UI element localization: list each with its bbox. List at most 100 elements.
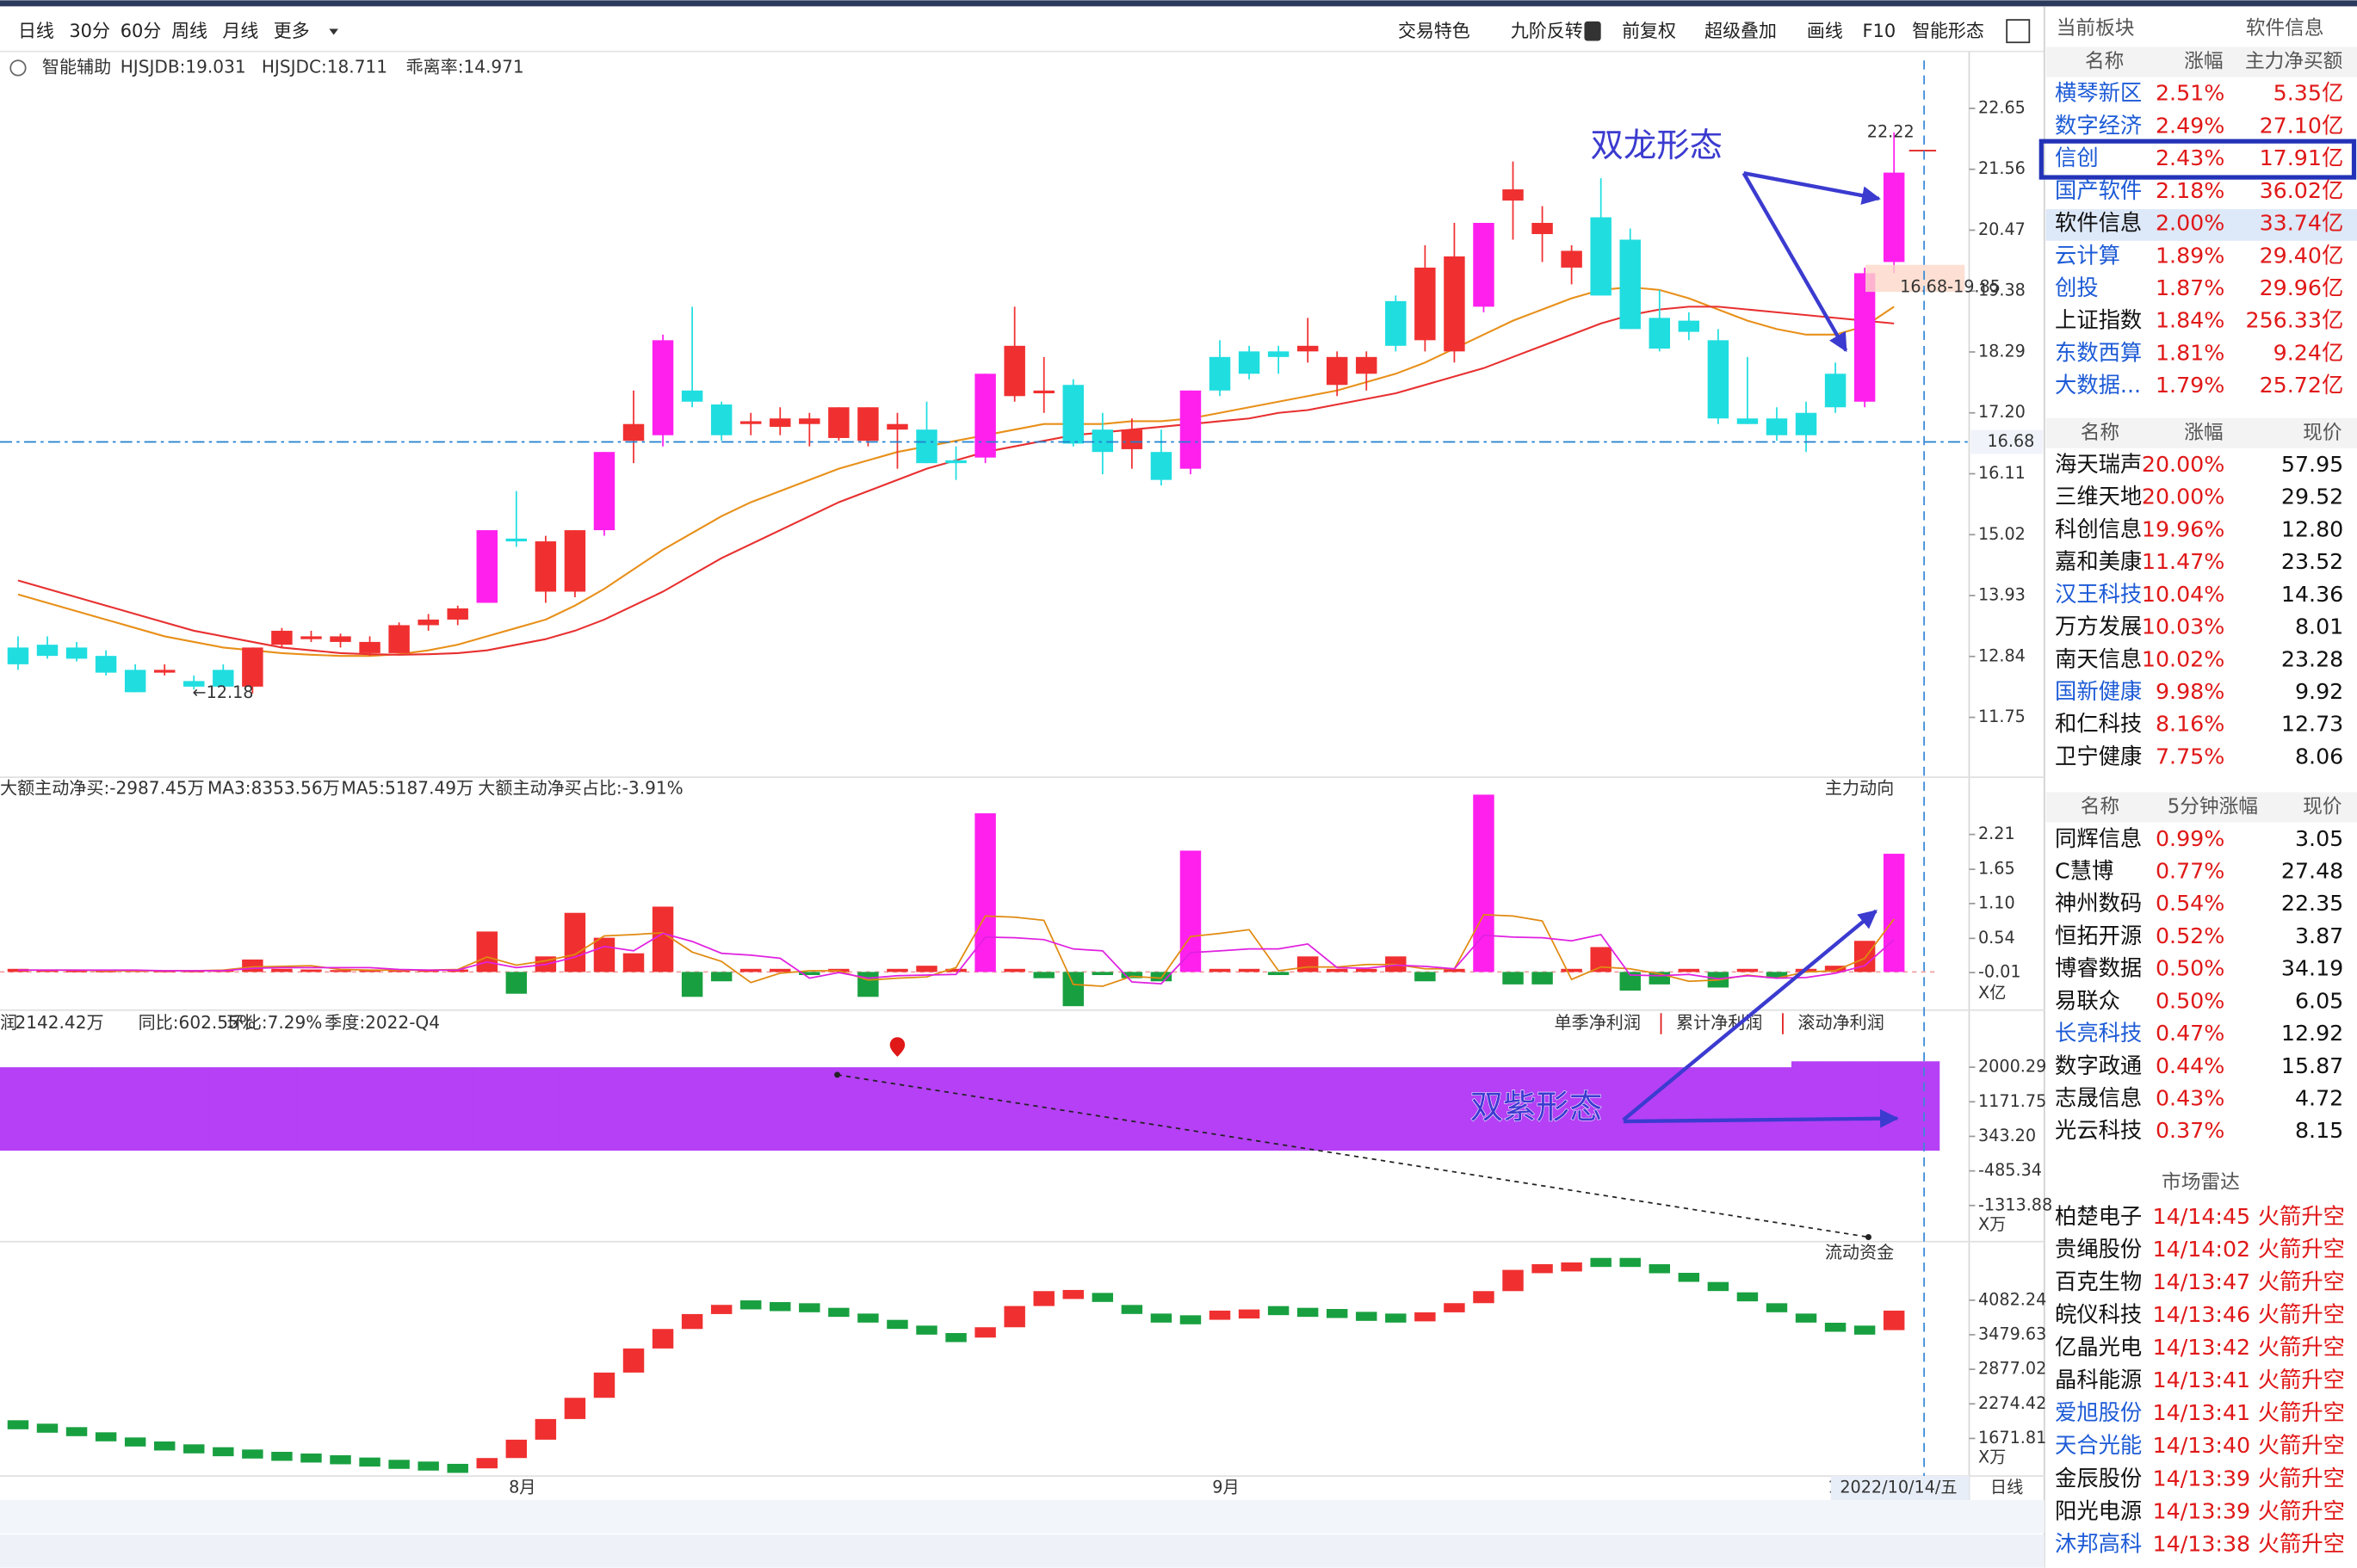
stock-name[interactable]: C慧博 — [2055, 859, 2113, 884]
liquidity-block — [1561, 1262, 1582, 1272]
stock-name[interactable]: 长亮科技 — [2055, 1021, 2142, 1046]
profit-bar — [384, 1067, 415, 1151]
candle-body — [1619, 239, 1641, 330]
panel-toggle[interactable] — [2006, 19, 2031, 44]
tool-button[interactable]: 九阶反转 — [1511, 21, 1583, 41]
liquidity-block — [1150, 1313, 1172, 1323]
tool-button[interactable]: 超级叠加 — [1704, 21, 1777, 41]
stock-name[interactable]: 南天信息 — [2055, 646, 2142, 671]
stock-name[interactable]: 百克生物 — [2055, 1269, 2142, 1294]
stock-name[interactable]: 国产软件 — [2055, 178, 2142, 203]
stock-name[interactable]: 大数据... — [2055, 373, 2141, 398]
stock-name[interactable]: 皖仪科技 — [2055, 1302, 2142, 1327]
stock-name[interactable]: 和仁科技 — [2055, 712, 2142, 737]
candle-body — [828, 407, 850, 438]
profit-bar — [1791, 1061, 1822, 1151]
stock-name[interactable]: 光云科技 — [2055, 1118, 2142, 1143]
stock-name[interactable]: 汉王科技 — [2055, 582, 2142, 607]
stock-name[interactable]: 贵绳股份 — [2055, 1237, 2142, 1262]
stock-name[interactable]: 神州数码 — [2055, 891, 2142, 916]
stock-name[interactable]: 软件信息 — [2055, 211, 2142, 236]
stock-name[interactable]: 天合光能 — [2055, 1433, 2142, 1458]
liquidity-block — [1473, 1291, 1494, 1304]
profit-bar — [1087, 1067, 1118, 1151]
stock-name[interactable]: 嘉和美康 — [2055, 549, 2142, 574]
period-tab[interactable]: 月线 — [222, 21, 258, 41]
stock-name[interactable]: 卫宁健康 — [2055, 744, 2142, 769]
selected-row — [2038, 139, 2357, 180]
report-marker — [889, 1037, 906, 1057]
stock-name[interactable]: 东数西算 — [2055, 340, 2142, 365]
flow-bar — [271, 968, 293, 972]
liquidity-block — [1619, 1257, 1641, 1268]
tool-button[interactable]: 智能形态 — [1912, 21, 1984, 41]
period-tab[interactable]: 日线 — [18, 21, 54, 41]
stock-name[interactable]: 创投 — [2055, 275, 2099, 300]
stock-name[interactable]: 同辉信息 — [2055, 826, 2142, 851]
stock-name[interactable]: 数字政通 — [2055, 1053, 2142, 1078]
profit-tab[interactable]: 单季净利润 — [1555, 1012, 1641, 1033]
stock-name[interactable]: 海天瑞声 — [2055, 452, 2142, 477]
period-tab[interactable]: 30分 — [69, 21, 110, 41]
stock-name[interactable]: 柏楚电子 — [2055, 1204, 2142, 1229]
stock-name[interactable]: 恒拓开源 — [2055, 923, 2142, 948]
y-tick-label: 1.65 — [1978, 859, 2015, 879]
liquidity-block — [124, 1437, 146, 1447]
tool-button[interactable]: 画线 — [1807, 21, 1843, 41]
stock-name[interactable]: 爱旭股份 — [2055, 1400, 2142, 1425]
stock-name[interactable]: 数字经济 — [2055, 113, 2142, 138]
liquidity-block — [1326, 1309, 1348, 1318]
liquidity-block — [1385, 1313, 1407, 1323]
profit-bar — [1850, 1061, 1880, 1151]
change: 8.16% — [2156, 712, 2224, 737]
candle-body — [1121, 429, 1143, 449]
collapse-icon[interactable] — [9, 59, 27, 77]
liquidity-block — [447, 1463, 468, 1473]
value: 8.15 — [2295, 1118, 2343, 1143]
tool-button[interactable]: 交易特色 — [1398, 21, 1470, 41]
table-header-bg — [2045, 417, 2357, 448]
period-tab[interactable]: 更多 — [274, 21, 310, 41]
stock-name[interactable]: 阳光电源 — [2055, 1498, 2142, 1523]
stock-name[interactable]: 横琴新区 — [2055, 81, 2142, 106]
profit-bar — [824, 1067, 855, 1151]
stock-name[interactable]: 三维天地 — [2055, 485, 2142, 509]
indicator-value: HJSJDB:19.031 — [121, 56, 246, 77]
profit-tab[interactable]: 滚动净利润 — [1797, 1012, 1884, 1033]
tool-button[interactable]: F10 — [1863, 21, 1896, 41]
flow-bar — [739, 968, 762, 972]
stock-name[interactable]: 易联众 — [2055, 988, 2120, 1013]
tool-button[interactable]: 前复权 — [1622, 21, 1676, 41]
stock-name[interactable]: 金辰股份 — [2055, 1466, 2142, 1491]
profit-bar — [736, 1067, 766, 1151]
period-tab[interactable]: 60分 — [121, 21, 162, 41]
flow-bar — [974, 813, 996, 972]
stock-name[interactable]: 晶科能源 — [2055, 1367, 2142, 1392]
profit-bar — [1175, 1067, 1206, 1151]
liquidity-block — [535, 1418, 557, 1440]
profit-bar — [560, 1067, 591, 1151]
stock-name[interactable]: 信创 — [2055, 145, 2099, 170]
liquidity-block — [1121, 1305, 1143, 1314]
stock-name[interactable]: 国新健康 — [2055, 679, 2142, 704]
cursor-date: 2022/10/14/五 — [1840, 1478, 1957, 1497]
stock-name[interactable]: 云计算 — [2055, 243, 2120, 268]
stock-name[interactable]: 万方发展 — [2055, 614, 2142, 639]
value: 27.48 — [2281, 859, 2343, 884]
stock-name[interactable]: 沐邦高科 — [2055, 1531, 2142, 1556]
value: 12.80 — [2281, 516, 2343, 541]
stock-name[interactable]: 科创信息 — [2055, 516, 2142, 541]
period-tab[interactable]: 周线 — [171, 21, 207, 41]
stock-name[interactable]: 上证指数 — [2055, 308, 2142, 333]
signal-time: 14/13:46 — [2153, 1302, 2251, 1327]
signal-time: 14/13:39 — [2153, 1498, 2251, 1523]
liquidity-block — [1414, 1312, 1436, 1322]
sector-tab[interactable]: 软件信息 — [2246, 17, 2324, 40]
stock-name[interactable]: 志晟信息 — [2055, 1086, 2142, 1111]
stock-name[interactable]: 亿晶光电 — [2055, 1335, 2142, 1360]
price-tag — [1970, 429, 2044, 454]
stock-name[interactable]: 博睿数据 — [2055, 956, 2142, 981]
flow-bar — [418, 970, 439, 972]
